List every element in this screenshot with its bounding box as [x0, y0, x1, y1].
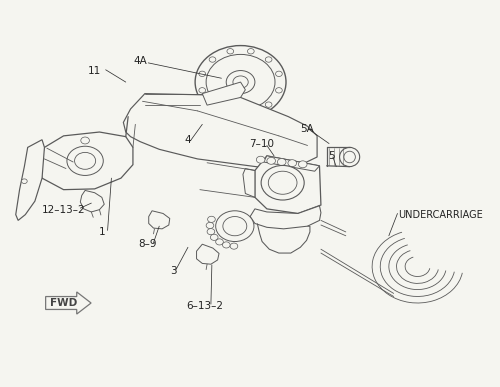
Circle shape	[261, 166, 304, 200]
Circle shape	[210, 234, 218, 240]
Polygon shape	[16, 140, 44, 220]
Text: 1: 1	[98, 227, 105, 237]
Text: 4: 4	[184, 135, 192, 145]
Circle shape	[266, 57, 272, 62]
Circle shape	[267, 158, 276, 164]
Polygon shape	[46, 292, 91, 314]
Circle shape	[248, 110, 254, 116]
Text: 3: 3	[170, 266, 177, 276]
Circle shape	[216, 211, 254, 241]
Circle shape	[227, 49, 234, 54]
Circle shape	[67, 146, 104, 175]
Text: 8–9: 8–9	[138, 239, 156, 249]
Polygon shape	[202, 82, 246, 105]
Circle shape	[208, 216, 216, 223]
Text: 6–13–2: 6–13–2	[186, 301, 223, 311]
Polygon shape	[243, 168, 255, 197]
Circle shape	[268, 171, 297, 194]
Circle shape	[276, 71, 282, 77]
Circle shape	[223, 217, 247, 236]
Polygon shape	[124, 94, 317, 170]
Circle shape	[209, 57, 216, 62]
Circle shape	[227, 110, 234, 116]
Circle shape	[248, 49, 254, 54]
Text: UNDERCARRIAGE: UNDERCARRIAGE	[398, 210, 483, 220]
Text: FWD: FWD	[50, 298, 77, 308]
Circle shape	[288, 160, 296, 167]
Polygon shape	[255, 156, 321, 214]
Text: 12–13–2: 12–13–2	[42, 205, 86, 215]
Circle shape	[199, 71, 205, 77]
Polygon shape	[80, 190, 104, 212]
Polygon shape	[264, 156, 320, 171]
Circle shape	[256, 156, 265, 163]
Circle shape	[206, 223, 214, 229]
Circle shape	[22, 179, 27, 183]
Polygon shape	[148, 211, 170, 229]
Circle shape	[266, 102, 272, 107]
Circle shape	[209, 102, 216, 107]
Circle shape	[276, 87, 282, 93]
Circle shape	[216, 239, 224, 245]
Circle shape	[298, 161, 307, 168]
Polygon shape	[40, 132, 133, 190]
Text: 7–10: 7–10	[250, 139, 274, 149]
Polygon shape	[196, 244, 219, 264]
Circle shape	[230, 243, 238, 249]
Circle shape	[222, 242, 230, 248]
Text: 5: 5	[328, 151, 335, 161]
Circle shape	[74, 152, 96, 169]
Circle shape	[278, 159, 286, 166]
Text: 4A: 4A	[133, 56, 147, 66]
Circle shape	[199, 87, 205, 93]
Text: 11: 11	[88, 65, 102, 75]
Polygon shape	[250, 206, 321, 229]
Circle shape	[81, 137, 90, 144]
Circle shape	[207, 229, 214, 235]
Text: 5A: 5A	[300, 124, 314, 134]
